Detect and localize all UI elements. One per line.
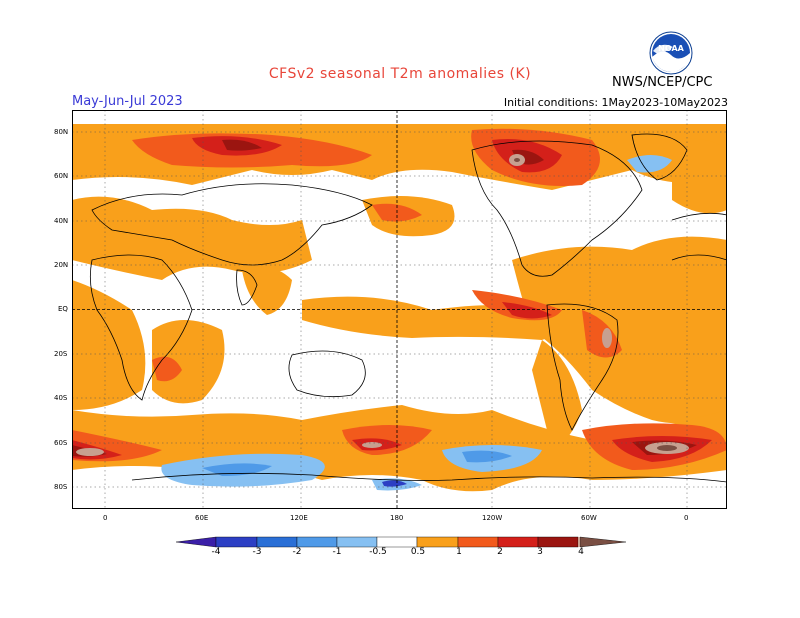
colorbar-label: 0.5 — [410, 547, 426, 557]
season-label: May-Jun-Jul 2023 — [72, 94, 183, 109]
lon-label: 0 — [684, 514, 689, 522]
lon-label: 0 — [103, 514, 108, 522]
lat-label: 80S — [54, 483, 68, 491]
map-frame — [72, 110, 727, 509]
lon-label: 60W — [581, 514, 597, 522]
colorbar-label: 4 — [578, 547, 584, 557]
colorbar-label: -0.5 — [369, 547, 387, 557]
lat-label: 20S — [54, 350, 68, 358]
colorbar-label: 3 — [537, 547, 543, 557]
lon-label: 120E — [290, 514, 308, 522]
agency-label: NWS/NCEP/CPC — [612, 75, 713, 90]
initial-conditions-label: Initial conditions: 1May2023-10May2023 — [503, 96, 728, 109]
lat-label: 60N — [54, 172, 69, 180]
lat-label: 80N — [54, 128, 69, 136]
noaa-logo: NOAA — [649, 31, 693, 79]
lat-label: 40S — [54, 394, 68, 402]
lat-label: EQ — [58, 305, 68, 313]
lat-label: 20N — [54, 261, 69, 269]
anomaly-map — [72, 110, 728, 509]
colorbar-label: 2 — [497, 547, 503, 557]
coastlines — [89, 133, 728, 483]
colorbar-label: -3 — [252, 547, 262, 557]
cold-anomaly-1-2 — [202, 450, 512, 487]
lat-label: 40N — [54, 217, 69, 225]
colorbar — [175, 534, 627, 553]
lon-label: 120W — [482, 514, 503, 522]
reference-lines — [72, 110, 727, 509]
noaa-logo-text: NOAA — [658, 44, 684, 53]
lon-label: 60E — [195, 514, 209, 522]
colorbar-label: -1 — [332, 547, 342, 557]
colorbar-label: 1 — [456, 547, 462, 557]
colorbar-label: -4 — [211, 547, 221, 557]
lon-label: 180 — [390, 514, 404, 522]
colorbar-label: -2 — [292, 547, 302, 557]
map-title: CFSv2 seasonal T2m anomalies (K) — [268, 66, 532, 82]
lat-label: 60S — [54, 439, 68, 447]
